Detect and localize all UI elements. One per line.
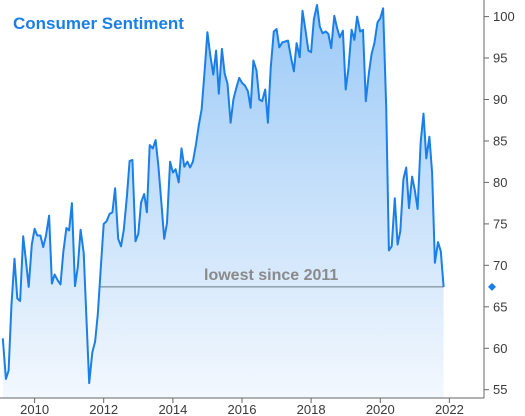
y-tick-label: 70 bbox=[493, 258, 507, 273]
x-tick-label: 2020 bbox=[366, 402, 395, 416]
plot-area bbox=[1, 4, 445, 398]
annotation-lowest-since-2011: lowest since 2011 bbox=[204, 267, 338, 284]
last-value-marker bbox=[488, 282, 496, 291]
series-line bbox=[1, 4, 445, 385]
chart-title: Consumer Sentiment bbox=[13, 14, 184, 33]
y-tick-label: 75 bbox=[493, 216, 507, 231]
y-tick-label: 85 bbox=[493, 134, 507, 149]
y-tick-label: 60 bbox=[493, 341, 507, 356]
y-tick-label: 80 bbox=[493, 175, 507, 190]
x-tick-label: 2012 bbox=[89, 402, 118, 416]
x-tick-label: 2010 bbox=[20, 402, 49, 416]
x-tick-label: 2018 bbox=[297, 402, 326, 416]
y-tick-label: 65 bbox=[493, 299, 507, 314]
x-tick-label: 2022 bbox=[435, 402, 464, 416]
y-axis-ticks: 55 60 65 70 75 80 85 90 95 100 bbox=[484, 9, 515, 397]
x-tick-label: 2016 bbox=[228, 402, 257, 416]
y-tick-label: 55 bbox=[493, 382, 507, 397]
y-tick-label: 95 bbox=[493, 51, 507, 66]
y-tick-label: 100 bbox=[493, 9, 515, 24]
x-tick-label: 2014 bbox=[158, 402, 187, 416]
y-tick-label: 90 bbox=[493, 92, 507, 107]
x-axis-ticks: 2010 2012 2014 2016 2018 2020 2022 bbox=[20, 398, 464, 416]
series-area-fill bbox=[2, 5, 444, 398]
